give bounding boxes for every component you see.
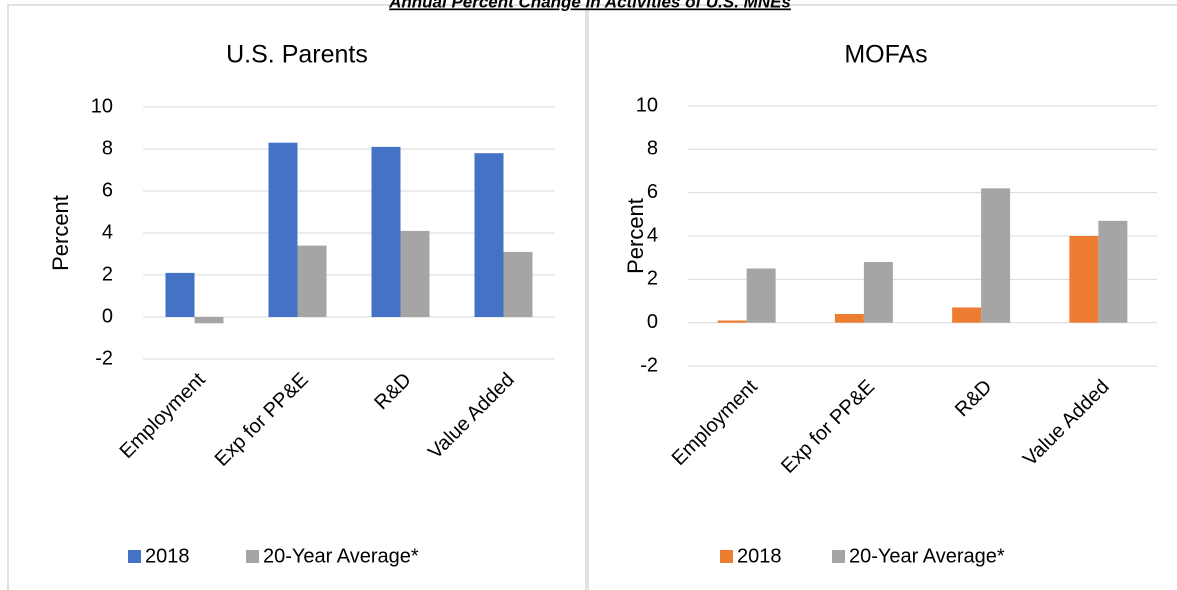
x-tick-label: R&D [370,369,415,414]
y-tick-label: 8 [102,137,113,159]
bar [746,268,776,323]
bar [194,317,224,324]
legend-label: 20-Year Average* [849,545,1005,567]
x-tick-label: R&D [951,376,996,421]
bar [268,142,298,317]
x-tick-label: Exp for PP&E [211,369,313,471]
y-tick-label: 0 [647,311,658,333]
right-frame [587,4,1177,590]
y-axis-label: Percent [48,195,73,271]
legend-label: 20-Year Average* [263,545,419,567]
y-tick-label: 2 [102,263,113,285]
legend-label: 2018 [737,545,782,567]
y-tick-label: 4 [102,221,113,243]
bar [165,272,195,317]
bar [297,245,327,317]
bar [1069,236,1099,323]
x-tick-label: Employment [116,368,210,462]
y-tick-label: 10 [636,94,658,116]
left-frame [7,4,587,590]
bar [952,307,982,323]
legend-label: 2018 [145,545,190,567]
y-tick-label: 2 [647,268,658,290]
legend-swatch [720,550,733,563]
legend-swatch [246,550,259,563]
chart-title: U.S. Parents [226,41,368,69]
y-tick-label: 0 [102,305,113,327]
y-tick-label: 6 [102,179,113,201]
x-tick-label: Employment [668,375,762,469]
page-title: Annual Percent Change in Activities of U… [388,0,791,11]
bar [834,314,864,323]
bar [503,251,533,317]
y-axis-label: Percent [623,198,648,274]
y-tick-label: -2 [640,354,658,376]
y-tick-label: -2 [95,347,113,369]
legend-swatch [128,550,141,563]
bar [400,230,430,317]
bar [474,153,504,317]
x-tick-label: Exp for PP&E [777,376,879,478]
legend-swatch [832,550,845,563]
x-tick-label: Value Added [1019,376,1114,471]
y-tick-label: 10 [91,95,113,117]
bar [717,320,747,323]
bar [371,146,401,317]
bar [863,262,893,323]
y-tick-label: 6 [647,181,658,203]
y-tick-label: 8 [647,138,658,160]
bar [1098,220,1128,323]
x-tick-label: Value Added [424,369,519,464]
chart-title: MOFAs [844,41,927,69]
y-tick-label: 4 [647,224,658,246]
bar [981,188,1011,323]
